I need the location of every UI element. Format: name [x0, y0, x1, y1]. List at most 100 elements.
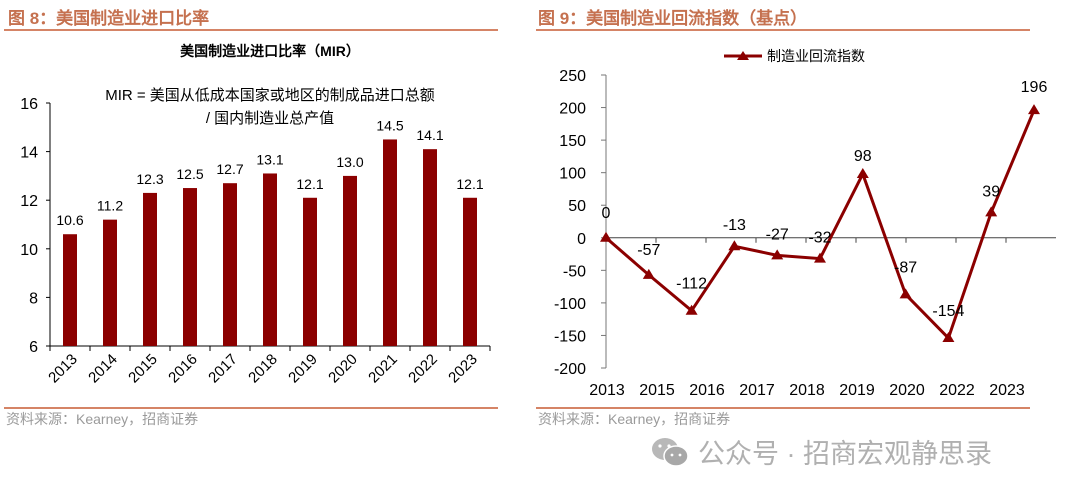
- watermark: 公众号 · 招商宏观静思录: [650, 432, 992, 471]
- bar: [103, 219, 117, 346]
- reshoring-line-chart: 制造业回流指数 -200 -150 -100 -50 0 50 100 150 200 250 20…: [554, 48, 1056, 399]
- x-tick-label: 2017: [205, 351, 241, 387]
- annotation-line-2: / 国内制造业总产值: [206, 110, 334, 127]
- bar: [183, 188, 197, 346]
- y-tick-label: 10: [20, 242, 38, 259]
- y-tick-label: 16: [20, 96, 38, 113]
- x-tick-label: 2018: [245, 351, 281, 387]
- data-label: 39: [982, 183, 1000, 200]
- data-point: [728, 240, 741, 251]
- y-tick-label: 0: [577, 231, 586, 248]
- y-tick-label: 14: [20, 145, 38, 162]
- source-rule: [4, 407, 498, 409]
- source-note: 资料来源：Kearney，招商证券: [538, 411, 731, 427]
- annotation-line-1: MIR = 美国从低成本国家或地区的制成品进口总额: [105, 87, 435, 104]
- x-tick-label: 2019: [285, 351, 321, 387]
- x-tick-label: 2015: [125, 351, 161, 387]
- y-tick-label: 12: [20, 193, 38, 210]
- y-tick-label: 8: [29, 290, 38, 307]
- figure-8-title: 图 8：美国制造业进口比率: [8, 9, 210, 28]
- data-point: [771, 249, 784, 260]
- y-tick-label: 250: [559, 68, 586, 85]
- x-tick-label: 2022: [939, 382, 975, 399]
- x-tick-label: 2014: [85, 351, 121, 387]
- figure-9-title: 图 9：美国制造业回流指数（基点）: [538, 9, 808, 28]
- data-label: -57: [637, 242, 660, 259]
- x-tick-label: 2017: [739, 382, 775, 399]
- mir-bar-chart: 美国制造业进口比率（MIR） MIR = 美国从低成本国家或地区的制成品进口总额…: [20, 43, 491, 387]
- chart-title: 美国制造业进口比率（MIR）: [180, 43, 360, 59]
- data-label: 13.1: [256, 151, 283, 167]
- data-point: [1028, 104, 1040, 115]
- data-point: [642, 268, 655, 279]
- x-tick-label: 2020: [325, 351, 361, 387]
- bar: [263, 173, 277, 346]
- y-tick-label: 200: [559, 101, 586, 118]
- bar: [143, 192, 157, 346]
- x-tick-label: 2013: [45, 351, 81, 387]
- title-rule: [4, 29, 498, 31]
- data-label: 10.6: [56, 212, 83, 228]
- series-line: [605, 109, 1036, 341]
- x-tick-label: 2016: [165, 351, 201, 387]
- legend-label: 制造业回流指数: [767, 48, 865, 64]
- data-label: 12.1: [296, 176, 323, 192]
- y-tick-label: 100: [559, 166, 586, 183]
- bar: [303, 197, 317, 346]
- y-tick-label: -150: [554, 328, 586, 345]
- y-tick-label: -50: [563, 263, 586, 280]
- y-tick-label: 50: [568, 198, 586, 215]
- legend-marker: [737, 51, 749, 60]
- data-point: [985, 206, 998, 217]
- bar: [63, 234, 77, 346]
- x-tick-label: 2021: [365, 351, 401, 387]
- data-label: 12.7: [216, 161, 243, 177]
- data-label: 98: [854, 148, 872, 165]
- data-label: 12.5: [176, 166, 203, 182]
- bar: [423, 149, 437, 346]
- data-label: 196: [1021, 79, 1048, 96]
- data-label: 14.5: [376, 117, 403, 133]
- data-point: [600, 231, 612, 242]
- x-tick-label: 2018: [789, 382, 825, 399]
- y-tick-label: 6: [29, 339, 38, 356]
- bar: [343, 175, 357, 346]
- data-point: [899, 288, 912, 299]
- data-point: [685, 304, 698, 315]
- data-label: -13: [723, 217, 746, 234]
- data-label: -87: [894, 259, 917, 276]
- watermark-text: 公众号 · 招商宏观静思录: [698, 439, 992, 469]
- data-label: 12.1: [456, 176, 483, 192]
- x-tick-label: 2023: [989, 382, 1025, 399]
- x-tick-label: 2020: [889, 382, 925, 399]
- data-label: 11.2: [97, 198, 123, 214]
- x-tick-label: 2022: [405, 351, 441, 387]
- data-point: [942, 332, 955, 343]
- y-tick-label: -200: [554, 361, 586, 378]
- title-rule: [536, 29, 1030, 31]
- data-point: [814, 252, 826, 263]
- data-point: [856, 167, 869, 178]
- x-tick-label: 2019: [839, 382, 875, 399]
- bar: [463, 197, 477, 346]
- data-label: -32: [808, 230, 831, 247]
- source-note: 资料来源：Kearney，招商证券: [6, 411, 199, 427]
- data-label: -27: [766, 226, 789, 243]
- bar: [383, 139, 397, 346]
- x-tick-label: 2015: [639, 382, 675, 399]
- y-tick-label: 150: [559, 133, 586, 150]
- x-tick-label: 2013: [589, 382, 625, 399]
- bar: [223, 183, 237, 346]
- data-label: 0: [602, 205, 611, 222]
- wechat-icon: [652, 437, 689, 467]
- data-label: -154: [932, 303, 964, 320]
- x-tick-label: 2016: [689, 382, 725, 399]
- data-label: -112: [676, 276, 707, 293]
- y-tick-label: -100: [554, 296, 586, 313]
- data-label: 13.0: [336, 154, 363, 170]
- x-tick-label: 2023: [445, 351, 481, 387]
- data-label: 14.1: [416, 127, 443, 143]
- data-label: 12.3: [136, 171, 163, 187]
- source-rule: [536, 407, 1030, 409]
